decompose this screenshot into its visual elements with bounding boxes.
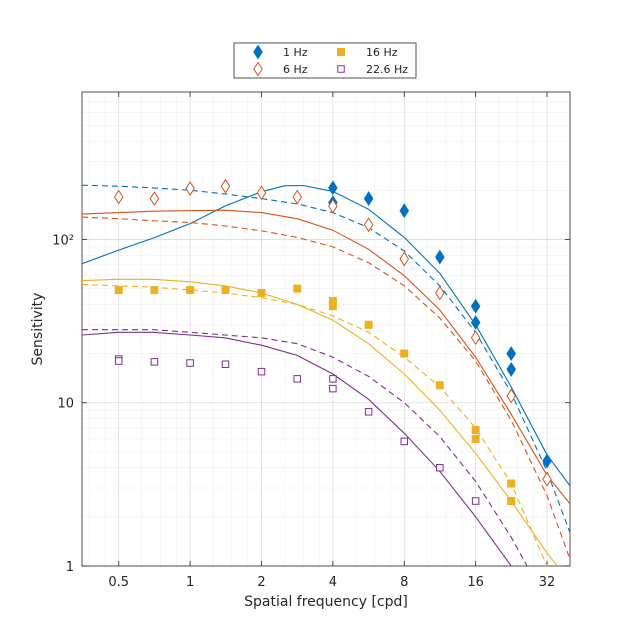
- data-point: [328, 198, 338, 214]
- data-point: [293, 284, 302, 293]
- data-point: [506, 388, 517, 404]
- data-point: [506, 346, 517, 361]
- data-point: [150, 286, 159, 295]
- data-point: [506, 361, 517, 377]
- data-point: [329, 384, 337, 393]
- data-point: [150, 358, 159, 366]
- data-point: [470, 330, 481, 346]
- data-point: [114, 357, 123, 365]
- axis-ticks: [82, 92, 570, 567]
- data-point: [220, 178, 231, 194]
- legend-marker: [253, 44, 263, 60]
- legend: 1 Hz 6 Hz 16 Hz 22.6 Hz: [233, 42, 417, 79]
- x-tick-label: 0.5: [108, 575, 129, 590]
- data-point: [221, 286, 230, 295]
- fit-curve-solid: [82, 331, 512, 566]
- data-point: [364, 320, 373, 329]
- data-point: [149, 191, 160, 206]
- data-point: [113, 189, 124, 205]
- y-axis-label: Sensitivity: [30, 293, 46, 366]
- plot-frame: [81, 91, 571, 567]
- data-point: [435, 285, 445, 301]
- fit-curve-dashed: [82, 329, 528, 566]
- data-point: [114, 286, 123, 295]
- data-point: [221, 360, 230, 369]
- plot-area: [82, 92, 570, 566]
- x-tick-label: 4: [329, 575, 337, 590]
- legend-marker: [337, 48, 345, 56]
- data-point: [328, 180, 338, 196]
- data-point: [542, 453, 552, 469]
- fit-curve-solid: [82, 209, 570, 505]
- data-point: [292, 189, 303, 205]
- y-tick-label: 10: [57, 397, 74, 412]
- data-point: [400, 349, 409, 358]
- data-point: [435, 249, 445, 265]
- data-point: [507, 497, 516, 506]
- tick-labels: 0.5 1 2 4 8 16 32 1 10 10²: [52, 233, 555, 590]
- legend-marker: [253, 61, 263, 77]
- x-tick-label: 1: [186, 575, 194, 590]
- data-point: [399, 251, 410, 267]
- data-point: [435, 381, 444, 390]
- legend-label: 6 Hz: [283, 63, 308, 76]
- minor-grid: [82, 91, 570, 566]
- data-point: [329, 375, 337, 383]
- data-point: [328, 302, 337, 311]
- y-tick-label: 1: [66, 560, 74, 575]
- data-point: [507, 479, 516, 488]
- x-axis-label: Spatial frequency [cpd]: [244, 594, 408, 610]
- legend-label: 22.6 Hz: [366, 63, 408, 76]
- legend-label: 16 Hz: [366, 46, 398, 59]
- x-tick-label: 32: [539, 575, 556, 590]
- data-point: [471, 434, 480, 443]
- data-point: [364, 408, 373, 416]
- data-point: [186, 359, 194, 367]
- data-point: [363, 217, 374, 233]
- data-point: [470, 315, 481, 330]
- data-point: [400, 437, 409, 446]
- x-tick-label: 8: [400, 575, 408, 590]
- data-point: [542, 471, 552, 487]
- data-point: [293, 375, 301, 383]
- data-point: [257, 288, 266, 297]
- x-tick-label: 16: [467, 575, 484, 590]
- y-tick-label: 10²: [52, 233, 74, 248]
- fit-curve-dashed: [82, 216, 570, 560]
- data-point: [363, 191, 374, 206]
- x-tick-label: 2: [257, 575, 265, 590]
- data-point: [399, 203, 410, 219]
- fit-curve-solid: [82, 184, 570, 487]
- legend-box: [233, 42, 417, 79]
- data-point: [471, 426, 480, 435]
- data-point: [471, 497, 480, 505]
- data-point: [470, 298, 481, 314]
- data-point: [185, 181, 195, 196]
- data-markers: [113, 178, 552, 506]
- data-point: [186, 286, 195, 295]
- legend-label: 1 Hz: [283, 46, 308, 59]
- data-point: [256, 185, 267, 201]
- fit-curve-solid: [82, 278, 559, 566]
- fit-curve-dashed: [82, 283, 548, 566]
- data-point: [257, 367, 266, 376]
- legend-marker: [337, 65, 345, 73]
- data-point: [436, 463, 444, 472]
